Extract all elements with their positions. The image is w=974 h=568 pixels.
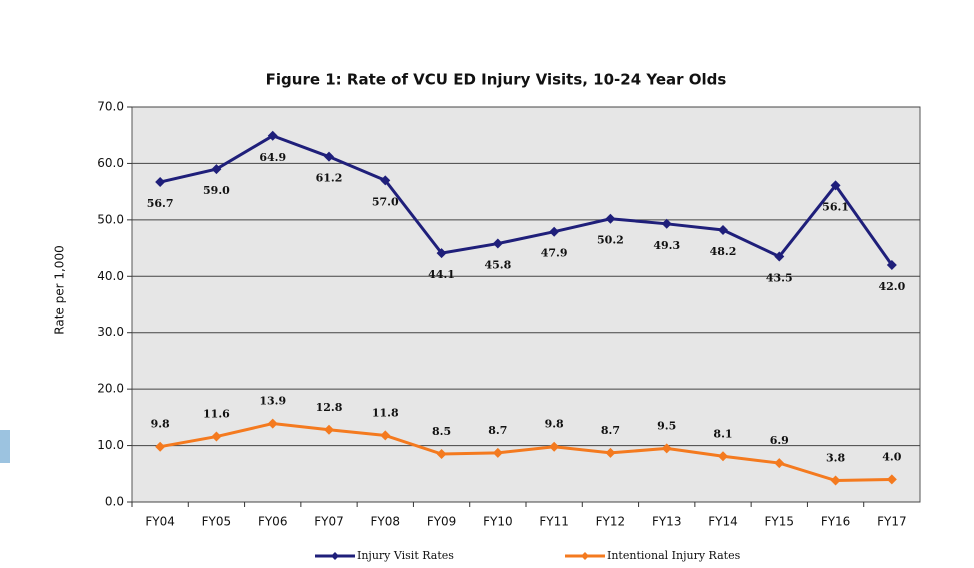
x-tick-label: FY04 (145, 515, 175, 529)
point-marker (549, 226, 560, 237)
x-tick-label: FY16 (821, 515, 851, 529)
data-label: 44.1 (428, 268, 455, 281)
data-label: 9.8 (545, 418, 564, 431)
data-label: 11.6 (203, 408, 230, 421)
point-marker (380, 175, 391, 186)
point-marker (718, 451, 728, 462)
point-marker (886, 260, 897, 270)
data-label: 56.7 (147, 197, 174, 210)
x-tick-label: FY15 (765, 515, 795, 529)
data-label: 6.9 (770, 434, 789, 447)
x-tick-label: FY07 (314, 515, 344, 529)
y-tick-label: 30.0 (97, 325, 124, 339)
data-label: 11.8 (372, 406, 399, 419)
point-marker (830, 180, 841, 191)
data-label: 45.8 (484, 259, 511, 272)
data-label: 56.1 (822, 200, 849, 213)
data-label: 4.0 (882, 450, 901, 463)
data-label: 42.0 (878, 280, 905, 293)
data-label: 9.5 (657, 419, 676, 432)
point-marker (774, 458, 785, 469)
x-tick-label: FY09 (427, 515, 457, 529)
point-marker (267, 130, 278, 141)
data-label: 12.8 (316, 401, 343, 414)
data-label: 8.1 (713, 427, 732, 440)
data-label: 57.0 (372, 195, 399, 208)
data-label: 47.9 (541, 247, 568, 260)
y-tick-label: 0.0 (105, 495, 124, 509)
x-tick-label: FY06 (258, 515, 288, 529)
point-marker (774, 251, 785, 262)
point-marker (492, 238, 503, 249)
legend-marker (581, 552, 589, 560)
data-label: 3.8 (826, 452, 845, 465)
chart-title: Figure 1: Rate of VCU ED Injury Visits, … (266, 71, 727, 89)
point-marker (605, 213, 616, 224)
x-tick-label: FY13 (652, 515, 682, 529)
point-marker (324, 151, 334, 162)
x-tick-label: FY12 (596, 515, 626, 529)
point-marker (324, 424, 334, 435)
data-label: 48.2 (710, 245, 737, 258)
x-tick-label: FY14 (708, 515, 738, 529)
y-tick-label: 70.0 (97, 100, 124, 114)
x-tick-label: FY11 (539, 515, 569, 529)
y-tick-label: 10.0 (97, 438, 124, 452)
y-tick-label: 50.0 (97, 212, 124, 226)
point-marker (661, 443, 672, 454)
point-marker (605, 447, 616, 458)
point-marker (492, 447, 503, 458)
y-axis-label: Rate per 1,000 (53, 245, 67, 334)
data-label: 8.7 (601, 424, 620, 437)
y-tick-label: 60.0 (97, 156, 124, 170)
point-marker (436, 248, 447, 259)
point-marker (380, 430, 391, 441)
legend-label: Intentional Injury Rates (607, 549, 741, 562)
x-tick-label: FY10 (483, 515, 513, 529)
series-line (159, 134, 894, 266)
point-marker (155, 177, 166, 188)
y-tick-label: 20.0 (97, 382, 124, 396)
data-label: 8.5 (432, 425, 451, 438)
side-tab (0, 430, 10, 463)
point-marker (718, 225, 728, 236)
data-label: 50.2 (597, 234, 624, 247)
point-marker (211, 431, 222, 442)
data-label: 8.7 (488, 424, 507, 437)
x-tick-label: FY05 (202, 515, 232, 529)
data-label: 49.3 (653, 239, 680, 252)
y-tick-label: 40.0 (97, 269, 124, 283)
legend-marker (331, 552, 339, 560)
data-label: 43.5 (766, 272, 793, 285)
legend-label: Injury Visit Rates (357, 549, 454, 562)
data-label: 9.8 (151, 418, 170, 431)
point-marker (155, 441, 166, 452)
point-marker (436, 449, 447, 460)
data-label: 59.0 (203, 184, 230, 197)
x-tick-label: FY08 (371, 515, 401, 529)
data-label: 64.9 (259, 151, 286, 164)
point-marker (267, 418, 278, 429)
point-marker (661, 218, 672, 229)
point-marker (886, 474, 897, 485)
x-tick-label: FY17 (877, 515, 907, 529)
point-marker (830, 475, 841, 486)
point-marker (549, 441, 560, 452)
data-label: 61.2 (316, 172, 343, 185)
point-marker (211, 164, 222, 175)
series-line (159, 422, 892, 483)
data-label: 13.9 (259, 395, 286, 408)
plot-area (131, 106, 921, 503)
